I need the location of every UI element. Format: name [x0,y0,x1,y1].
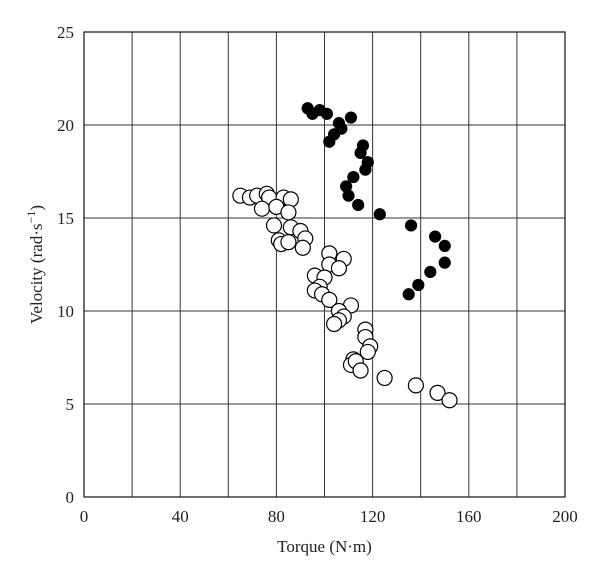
open-point [376,369,393,387]
y-tick-label: 25 [57,23,74,42]
x-tick-label: 0 [80,507,89,526]
x-tick-label: 40 [172,507,189,526]
filled-point [359,163,372,176]
plot-frame [83,31,566,498]
filled-point [438,239,451,252]
open-point [253,200,271,217]
filled-point [320,107,334,120]
x-tick-label: 160 [456,507,482,526]
open-point [429,384,446,401]
y-axis-ticks: 0 5 10 15 20 25 [57,23,74,507]
open-point [441,392,458,409]
filled-point [335,122,348,135]
open-point [294,239,311,256]
open-point [330,260,348,277]
filled-point [342,189,355,202]
filled-point [354,146,367,159]
filled-point [344,111,358,124]
y-axis-label-superscript: −1 [24,211,38,224]
y-tick-label: 20 [57,116,74,135]
open-point [280,234,297,251]
x-tick-label: 200 [552,507,578,526]
open-point [265,217,283,234]
y-axis-label: Velocity (rad·s−1) [24,205,46,324]
y-axis-label-tail: ) [27,205,46,211]
y-tick-label: 10 [57,302,74,321]
open-point [282,191,299,208]
filled-point [438,256,451,269]
data-points [232,102,458,409]
filled-point [412,278,425,292]
filled-point [347,170,360,184]
open-point [407,377,424,394]
filled-point [429,230,442,243]
filled-point [402,288,415,301]
y-tick-label: 5 [66,395,75,414]
open-point [280,204,297,221]
x-tick-label: 80 [268,507,285,526]
filled-point [404,219,418,232]
filled-point [323,135,336,148]
x-tick-label: 120 [360,507,386,526]
y-tick-label: 15 [57,209,74,228]
open-point [352,362,369,379]
x-axis-ticks: 0 40 80 120 160 200 [80,507,578,526]
filled-point [352,198,365,212]
filled-point [373,208,386,221]
y-tick-label: 0 [66,488,75,507]
x-axis-label: Torque (N·m) [277,537,372,556]
open-point [359,343,376,361]
filled-point [424,265,437,279]
y-axis-label-main: Velocity (rad·s [27,223,46,324]
open-point [326,315,343,333]
open-point [321,291,338,308]
